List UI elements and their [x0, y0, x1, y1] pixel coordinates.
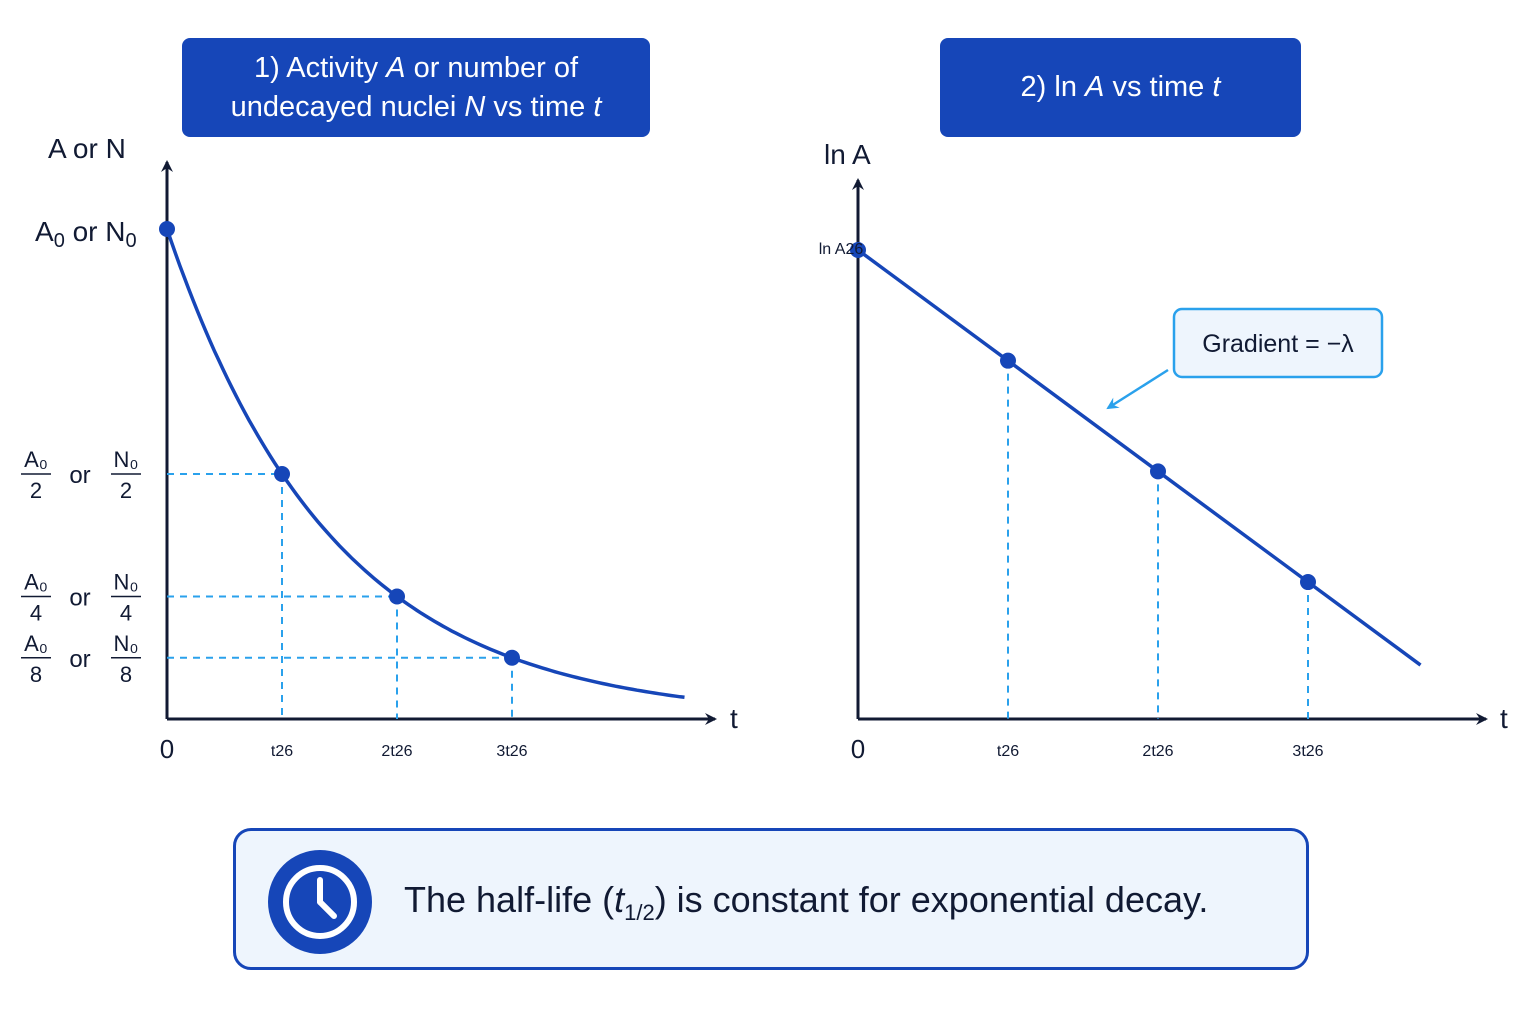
chart1-y-tick-label: A₀ 2 or N₀ 2 — [21, 447, 141, 503]
chart1-y-tick-denominator: 8 — [120, 662, 132, 687]
gradient-label-box — [1172, 307, 1384, 379]
middle: t26 — [271, 743, 293, 760]
gradient-label: Gradient = −λ — [1202, 330, 1354, 358]
chart1-y-tick-numerator: A₀ — [24, 631, 48, 656]
summary-t-symbol: t — [614, 879, 625, 920]
chart1-x-tick-label: 0 — [160, 734, 174, 764]
chart1-title-line1: 1) Activity A or number of — [253, 51, 578, 84]
chart2-plot: ln A t 0 t26 2t26 3t26 ln A26 Gradient = −λ — [819, 139, 1508, 764]
middle: t26 — [997, 743, 1019, 760]
chart1-title-line2: undecayed nuclei N vs time t — [230, 90, 602, 123]
middle: 3t26 — [1292, 743, 1323, 760]
chart1-decay-curve — [165, 228, 685, 700]
chart2-data-point — [850, 242, 866, 258]
chart1-y-tick-joiner: or — [69, 646, 90, 673]
chart2-y-axis-label: ln A — [824, 139, 871, 170]
middle: 2t26 — [381, 743, 412, 760]
summary-text-after: ) is constant for exponential decay. — [654, 879, 1209, 920]
summary-text-before: The half-life ( — [404, 879, 615, 920]
summary-t-subscript: 1/2 — [624, 900, 655, 925]
chart2-data-point — [1150, 463, 1166, 480]
chart1-y-tick-denominator: 8 — [30, 662, 42, 687]
chart1-data-point — [159, 221, 175, 237]
chart1-y-tick-denominator: 2 — [120, 478, 132, 503]
chart1-y-tick-numerator: N₀ — [113, 570, 138, 595]
chart1-y-tick-numerator: A₀ — [24, 570, 48, 595]
chart1-y-tick-numerator: N₀ — [113, 631, 138, 656]
gradient-pointer-arrow — [1106, 368, 1169, 410]
end: ln A26 — [819, 241, 864, 258]
chart1-data-point — [274, 466, 290, 482]
summary-text: The half-life (t1/2) is constant for exp… — [404, 879, 1208, 926]
chart2-x-axis-label: t — [1500, 703, 1508, 734]
middle: 3t26 — [496, 743, 527, 760]
chart2-ln-line — [856, 248, 1422, 667]
chart1-y-tick-numerator: N₀ — [113, 447, 138, 472]
clock-icon — [268, 850, 372, 954]
summary-box: The half-life (t1/2) is constant for exp… — [233, 828, 1309, 970]
chart1-y-tick-denominator: 4 — [120, 601, 132, 626]
chart1-y-tick-denominator: 2 — [30, 478, 42, 503]
chart1-plot: A or N t 0 t26 2t26 3t26 A0 or N0 A₀ 2 or N₀ 2 A₀ 4 or… — [21, 133, 738, 764]
chart1-y-tick-joiner: or — [69, 462, 90, 489]
chart1-y-tick-numerator: A₀ — [24, 447, 48, 472]
chart1-data-point — [389, 588, 405, 605]
chart1-y-tick-label: A₀ 4 or N₀ 4 — [21, 570, 141, 626]
chart2-gradient-annotation: Gradient = −λ — [1106, 307, 1384, 410]
middle: 2t26 — [1142, 743, 1173, 760]
chart1-x-axis-label: t — [730, 703, 738, 734]
chart2-data-point — [1300, 574, 1316, 591]
chart1-title: 1) Activity A or number of undecayed nuc… — [182, 38, 650, 137]
chart2-title: 2) ln A vs time t — [940, 38, 1301, 137]
chart2-data-point — [1000, 352, 1016, 369]
chart1-y-tick-joiner: or — [69, 585, 90, 612]
chart2-x-tick-label: 0 — [851, 734, 865, 764]
chart1-y-axis-label: A or N — [48, 133, 126, 164]
chart1-data-point — [504, 649, 520, 666]
chart2-title-line1: 2) ln A vs time t — [1020, 71, 1221, 103]
chart1-y-tick-label: A₀ 8 or N₀ 8 — [21, 631, 141, 687]
chart1-y-tick-denominator: 4 — [30, 601, 42, 626]
chart1-y-tick-label: A0 or N0 — [35, 216, 137, 252]
